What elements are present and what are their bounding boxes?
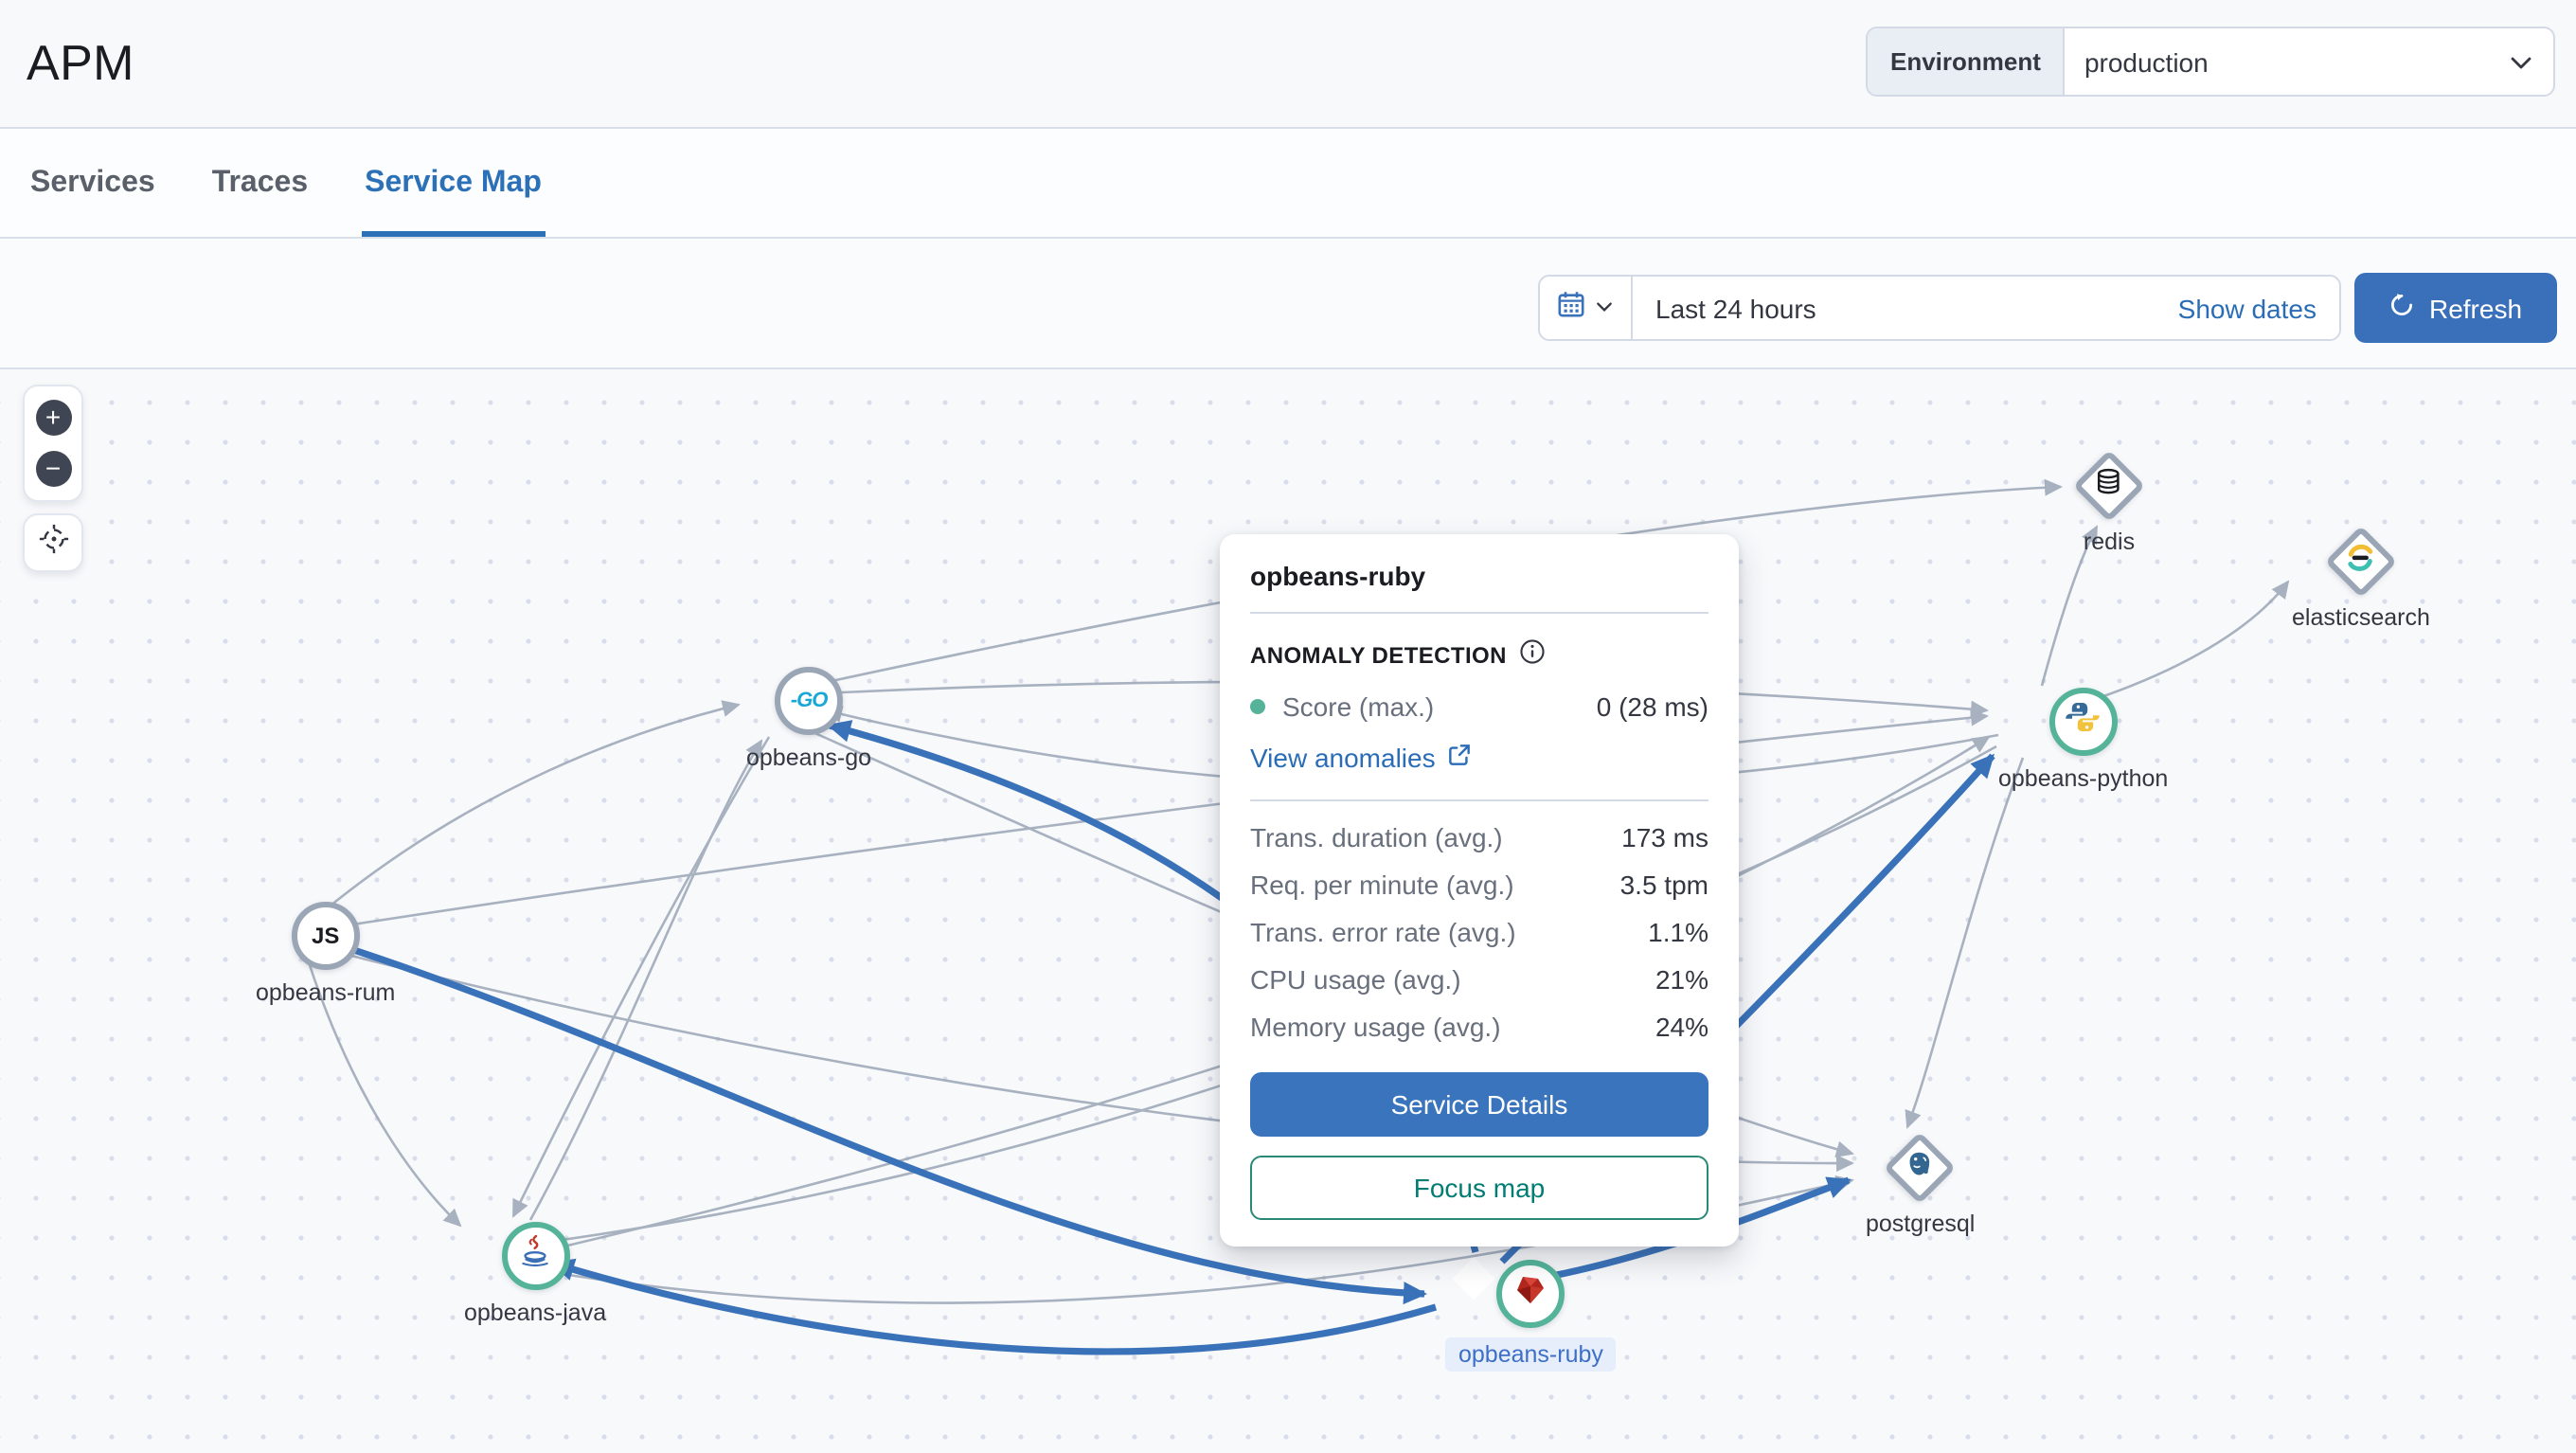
postgresql-icon	[1906, 1149, 1935, 1187]
database-icon	[2095, 467, 2123, 505]
tab-service-map[interactable]: Service Map	[361, 167, 546, 237]
node-opbeans-rum[interactable]: JS opbeans-rum	[256, 902, 395, 1006]
metric-value: 21%	[1655, 964, 1708, 995]
center-map-button[interactable]	[23, 513, 83, 572]
dependency-diamond	[1884, 1131, 1957, 1205]
health-dot-icon	[1250, 699, 1265, 714]
chevron-down-icon	[2489, 28, 2553, 95]
calendar-icon	[1557, 289, 1585, 327]
anomaly-heading: ANOMALY DETECTION	[1250, 641, 1507, 668]
popup-title: opbeans-ruby	[1250, 561, 1426, 591]
dependency-diamond	[2072, 449, 2146, 523]
score-value: 0 (28 ms)	[1596, 691, 1708, 722]
time-range-value[interactable]: Last 24 hours	[1655, 293, 1816, 323]
service-map-edges	[307, 478, 2290, 1355]
show-dates-link[interactable]: Show dates	[2177, 293, 2317, 323]
dependency-diamond	[2324, 525, 2398, 599]
environment-label: Environment	[1868, 28, 2066, 95]
zoom-controls: + −	[23, 385, 83, 502]
node-label: opbeans-rum	[256, 979, 396, 1006]
external-link-icon	[1447, 743, 1472, 773]
node-elasticsearch[interactable]: elasticsearch	[2292, 525, 2430, 631]
metric-label: Req. per minute (avg.)	[1250, 870, 1514, 900]
service-circle	[1496, 1260, 1565, 1328]
node-label: elasticsearch	[2292, 604, 2430, 631]
zoom-in-button[interactable]: +	[35, 400, 71, 437]
node-label: postgresql	[1866, 1211, 1976, 1237]
node-opbeans-ruby[interactable]: opbeans-ruby	[1445, 1260, 1617, 1372]
service-circle: JS	[291, 902, 360, 970]
node-opbeans-go[interactable]: -GO opbeans-go	[746, 667, 871, 771]
metric-label: Memory usage (avg.)	[1250, 1012, 1501, 1042]
crosshair-icon	[37, 522, 69, 564]
service-details-button[interactable]: Service Details	[1250, 1072, 1708, 1137]
node-postgresql[interactable]: postgresql	[1866, 1131, 1976, 1237]
main-tabs: Services Traces Service Map	[0, 129, 2576, 239]
metric-row: Req. per minute (avg.) 3.5 tpm	[1250, 870, 1708, 900]
metric-row: CPU usage (avg.) 21%	[1250, 964, 1708, 995]
node-opbeans-python[interactable]: opbeans-python	[1998, 688, 2168, 792]
metric-value: 3.5 tpm	[1619, 870, 1708, 900]
environment-value: production	[2084, 46, 2209, 77]
view-anomalies-link[interactable]: View anomalies	[1250, 743, 1708, 773]
metric-row: Trans. error rate (avg.) 1.1%	[1250, 917, 1708, 947]
java-icon	[517, 1233, 553, 1279]
metric-value: 24%	[1655, 1012, 1708, 1042]
service-circle	[2048, 688, 2118, 756]
date-picker: Last 24 hours Show dates	[1538, 275, 2341, 341]
ruby-icon	[1512, 1270, 1549, 1318]
node-label: opbeans-java	[464, 1300, 607, 1326]
chevron-down-icon	[1595, 291, 1614, 325]
node-label: redis	[2083, 529, 2136, 555]
metric-row: Memory usage (avg.) 24%	[1250, 1012, 1708, 1042]
go-icon: -GO	[790, 690, 829, 712]
view-anomalies-label: View anomalies	[1250, 743, 1436, 773]
python-icon	[2066, 699, 2102, 744]
node-label: opbeans-python	[1998, 765, 2169, 792]
tab-services[interactable]: Services	[30, 167, 155, 199]
refresh-icon	[2389, 292, 2416, 324]
page-title: APM	[27, 34, 134, 91]
time-toolbar: Last 24 hours Show dates Refresh	[0, 239, 2576, 369]
node-label: opbeans-go	[746, 744, 872, 771]
metric-label: Trans. error rate (avg.)	[1250, 917, 1516, 947]
node-label: opbeans-ruby	[1445, 1337, 1617, 1372]
tab-traces[interactable]: Traces	[211, 167, 309, 199]
metric-label: CPU usage (avg.)	[1250, 964, 1461, 995]
anomaly-score-row: Score (max.) 0 (28 ms)	[1250, 691, 1708, 722]
score-label: Score (max.)	[1282, 691, 1435, 722]
service-circle: -GO	[775, 667, 844, 735]
focus-map-button[interactable]: Focus map	[1250, 1156, 1708, 1220]
divider	[1250, 799, 1708, 801]
node-opbeans-java[interactable]: opbeans-java	[464, 1222, 606, 1326]
app-header: APM Environment production	[0, 0, 2576, 129]
node-redis[interactable]: redis	[2072, 449, 2146, 555]
refresh-label: Refresh	[2428, 293, 2523, 323]
metric-value: 173 ms	[1621, 822, 1708, 852]
elasticsearch-icon	[2347, 543, 2375, 581]
metric-label: Trans. duration (avg.)	[1250, 822, 1503, 852]
divider	[1250, 612, 1708, 614]
zoom-out-button[interactable]: −	[35, 450, 71, 487]
environment-select[interactable]: Environment production	[1866, 27, 2555, 97]
js-icon: JS	[311, 923, 340, 949]
service-popup: opbeans-ruby ANOMALY DETECTION Score (ma…	[1220, 534, 1739, 1247]
metric-row: Trans. duration (avg.) 173 ms	[1250, 822, 1708, 852]
info-icon[interactable]	[1520, 638, 1547, 671]
metrics-list: Trans. duration (avg.) 173 ms Req. per m…	[1250, 822, 1708, 1042]
metric-value: 1.1%	[1648, 917, 1708, 947]
quick-select-button[interactable]	[1540, 277, 1633, 339]
refresh-button[interactable]: Refresh	[2354, 273, 2557, 343]
service-circle	[501, 1222, 570, 1290]
